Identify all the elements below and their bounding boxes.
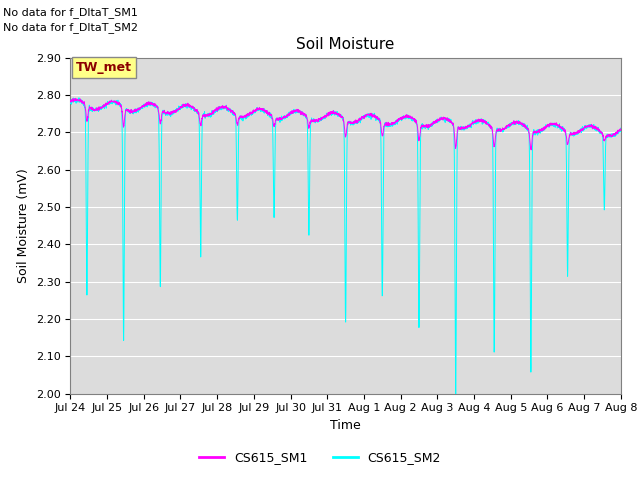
Text: No data for f_DltaT_SM1: No data for f_DltaT_SM1 [3, 7, 138, 18]
Legend: CS615_SM1, CS615_SM2: CS615_SM1, CS615_SM2 [194, 446, 446, 469]
X-axis label: Time: Time [330, 419, 361, 432]
Text: No data for f_DltaT_SM2: No data for f_DltaT_SM2 [3, 22, 138, 33]
Title: Soil Moisture: Soil Moisture [296, 37, 395, 52]
Text: TW_met: TW_met [76, 61, 132, 74]
Y-axis label: Soil Moisture (mV): Soil Moisture (mV) [17, 168, 30, 283]
